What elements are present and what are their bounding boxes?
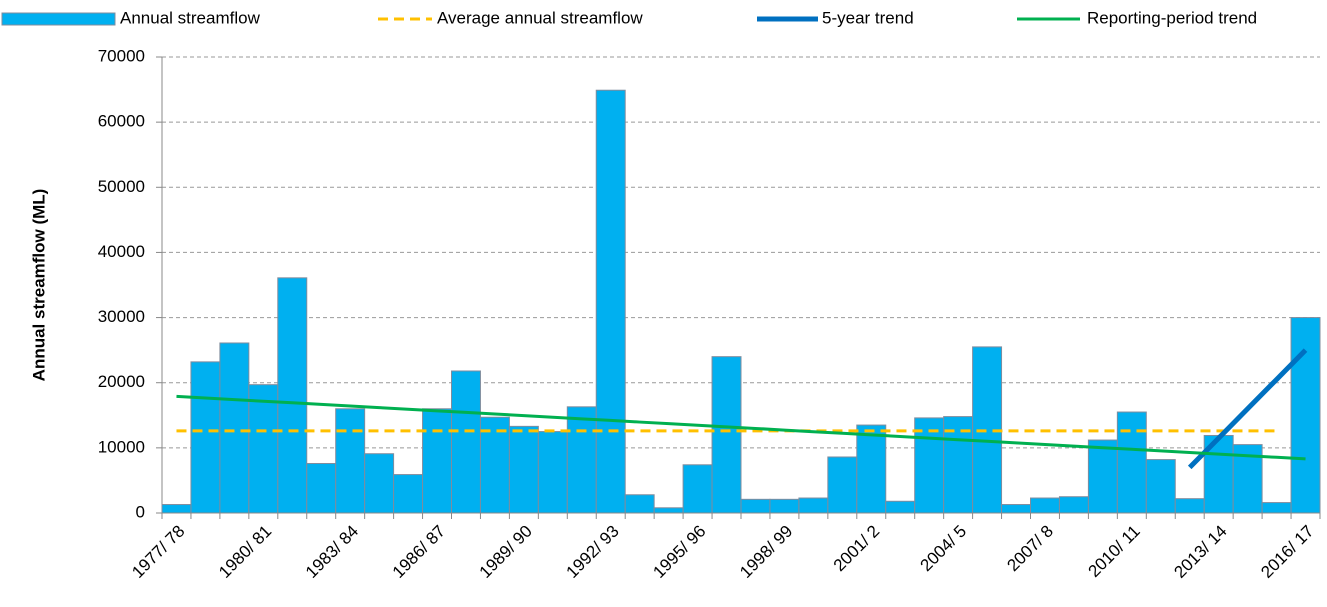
bar xyxy=(769,498,800,514)
bar xyxy=(740,498,771,514)
bar xyxy=(364,453,395,514)
bar xyxy=(1087,439,1118,514)
x-tick-label: 2013/ 14 xyxy=(1170,522,1230,582)
x-tick-label: 2016/ 17 xyxy=(1257,522,1317,582)
bar xyxy=(856,424,887,514)
y-axis-title: Annual streamflow (ML) xyxy=(29,189,48,382)
bar xyxy=(422,408,452,514)
y-tick-label: 0 xyxy=(136,502,145,521)
legend-label: Reporting-period trend xyxy=(1087,8,1257,27)
x-tick-label: 1980/ 81 xyxy=(215,522,275,582)
trend-line xyxy=(176,394,1306,461)
bar xyxy=(1261,502,1292,514)
legend-label: Average annual streamflow xyxy=(437,8,643,27)
bar xyxy=(190,361,221,514)
bar xyxy=(653,507,684,514)
legend-swatch xyxy=(1,12,116,26)
x-tick-label: 1998/ 99 xyxy=(736,522,796,582)
x-tick-label: 1989/ 90 xyxy=(476,522,536,582)
x-tick-label: 1992/ 93 xyxy=(562,522,622,582)
trend-line xyxy=(1187,348,1308,470)
y-tick-label: 10000 xyxy=(98,437,145,456)
bar xyxy=(479,416,510,514)
bar xyxy=(219,342,250,514)
bar xyxy=(335,408,366,514)
x-tick-label: 1995/ 96 xyxy=(649,522,709,582)
bar xyxy=(595,89,626,514)
bar xyxy=(711,356,742,514)
bar xyxy=(451,370,481,514)
legend-label: 5-year trend xyxy=(822,8,914,27)
x-tick-label: 1977/ 78 xyxy=(128,522,188,582)
bar xyxy=(306,462,337,514)
y-tick-label: 70000 xyxy=(98,46,145,65)
bar xyxy=(885,500,916,514)
bar xyxy=(1145,459,1176,514)
bar xyxy=(393,474,424,514)
bar xyxy=(624,494,655,514)
y-tick-label: 50000 xyxy=(98,177,145,196)
bar xyxy=(914,417,945,514)
bar xyxy=(943,416,974,514)
bar xyxy=(682,464,713,514)
bar xyxy=(798,497,829,514)
y-tick-label: 40000 xyxy=(98,242,145,261)
bar xyxy=(1058,496,1089,514)
bar xyxy=(827,456,858,514)
x-tick-label: 2010/ 11 xyxy=(1084,522,1143,581)
bar xyxy=(161,504,192,514)
bar xyxy=(1030,497,1060,514)
bar xyxy=(1116,411,1147,514)
bar xyxy=(1174,498,1205,514)
y-tick-label: 60000 xyxy=(98,112,145,131)
y-tick-label: 30000 xyxy=(98,307,145,326)
bar xyxy=(508,425,539,514)
bar xyxy=(537,431,568,514)
bar xyxy=(248,384,279,514)
bar xyxy=(566,406,597,514)
x-tick-label: 2007/ 8 xyxy=(1003,522,1057,576)
y-tick-label: 20000 xyxy=(98,372,145,391)
x-tick-label: 1986/ 87 xyxy=(389,522,449,582)
x-tick-label: 2004/ 5 xyxy=(917,522,971,576)
x-tick-label: 1983/ 84 xyxy=(302,522,362,582)
legend-label: Annual streamflow xyxy=(120,8,261,27)
bar xyxy=(1290,317,1321,514)
bar xyxy=(277,277,308,514)
bar xyxy=(1001,504,1031,514)
x-tick-label: 2001/ 2 xyxy=(830,522,884,576)
